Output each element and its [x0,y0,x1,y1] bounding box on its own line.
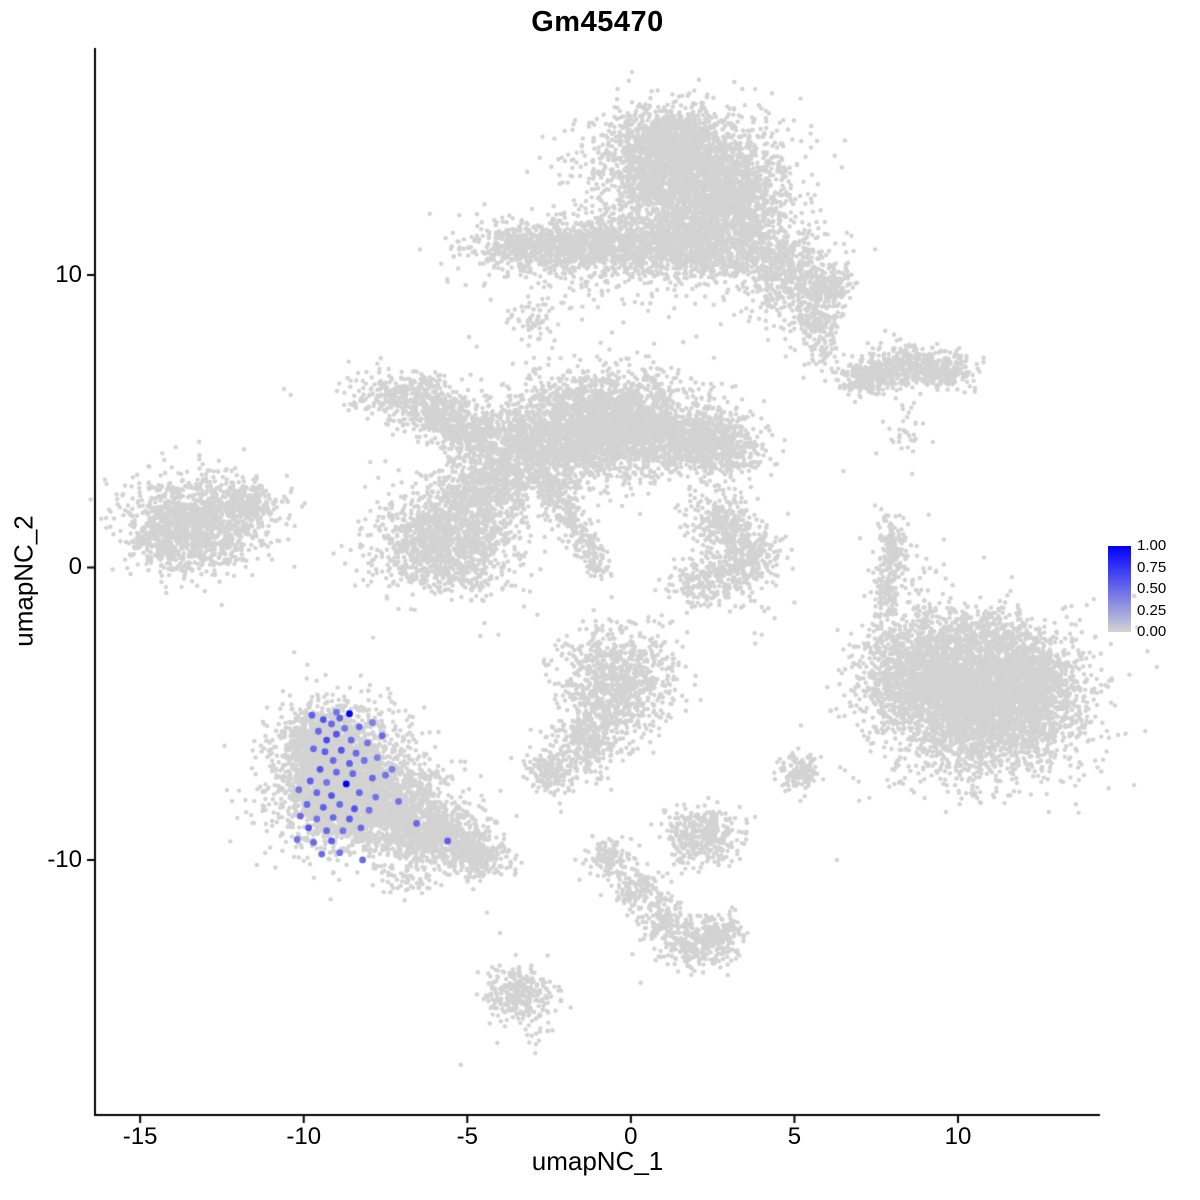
x-tick-label: -5 [456,1123,478,1150]
y-tick-label: 10 [55,260,82,288]
legend-tick-label: 0.25 [1137,601,1167,619]
x-tick-label: 5 [787,1123,802,1150]
legend-tick-label: 0.50 [1137,580,1167,597]
y-tick-label: 0 [68,553,82,581]
legend-tick-label: 0.00 [1137,623,1167,640]
plot-title: Gm45470 [531,6,664,38]
expression-colorbar-legend: 1.00 0.75 0.50 0.25 0.00 [1104,537,1200,640]
x-tick-label: 0 [624,1123,638,1150]
legend-tick-label: 0.75 [1137,558,1167,576]
y-tick-label: -10 [47,845,82,873]
colorbar-gradient [1108,546,1131,632]
y-axis-title: umapNC_2 [8,515,39,647]
x-tick-label: 10 [944,1123,972,1150]
x-axis-title: umapNC_1 [531,1146,664,1176]
legend-tick-label: 1.00 [1137,537,1167,554]
x-tick-label: -10 [286,1123,322,1150]
x-tick-label: -15 [122,1123,158,1150]
